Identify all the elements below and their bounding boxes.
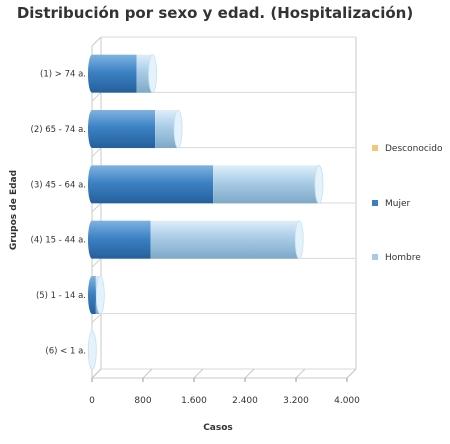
bar-cap-left xyxy=(88,220,96,259)
row-divider xyxy=(91,313,102,324)
x-tick-label: 1.600 xyxy=(181,396,207,406)
bar-segment-mujer xyxy=(92,110,156,148)
x-tick-label: 4.000 xyxy=(334,396,360,406)
bars xyxy=(87,54,324,370)
category-label: (2) 65 - 74 a. xyxy=(31,125,86,135)
legend-label: Mujer xyxy=(385,199,411,209)
bar-cap-right xyxy=(148,54,157,94)
x-tick-label: 3.200 xyxy=(283,396,309,406)
x-gridline xyxy=(91,368,102,379)
category-label: (6) < 1 a. xyxy=(45,346,86,356)
legend-swatch xyxy=(372,200,378,206)
bar-segment-mujer xyxy=(92,165,214,204)
bar-segment-mujer xyxy=(92,220,151,259)
x-tick-label: 800 xyxy=(134,396,151,406)
x-tick-labels: 0 800 1.600 2.400 3.200 4.000 xyxy=(89,396,360,406)
bar-cap-left xyxy=(88,110,96,148)
x-gridline xyxy=(244,368,255,379)
chart-title: Distribución por sexo y edad. (Hospitali… xyxy=(16,4,414,22)
x-gridline xyxy=(295,368,306,379)
bar-segment-hombre xyxy=(155,110,179,148)
category-label: (1) > 74 a. xyxy=(40,70,86,80)
category-label: (5) 1 - 14 a. xyxy=(36,291,86,301)
bar-cap-right xyxy=(173,109,183,149)
row-divider xyxy=(91,257,102,268)
x-tick-label: 2.400 xyxy=(232,396,258,406)
legend-label: Hombre xyxy=(385,253,421,263)
category-label: (4) 15 - 44 a. xyxy=(31,236,86,246)
bar-cap-left xyxy=(88,165,96,204)
x-tick-label: 0 xyxy=(89,396,95,406)
y-axis-title: Grupos de Edad xyxy=(9,170,19,250)
bar-cap-right xyxy=(294,220,304,260)
legend-swatch xyxy=(372,145,378,151)
x-axis-title: Casos xyxy=(203,423,233,433)
x-gridline xyxy=(346,368,357,379)
legend-label: Desconocido xyxy=(385,144,443,154)
y-category-labels: (1) > 74 a. (2) 65 - 74 a. (3) 45 - 64 a. (… xyxy=(31,70,86,357)
bar-cap-right xyxy=(87,330,97,370)
bar-segment-hombre xyxy=(213,165,319,204)
row-divider xyxy=(91,36,102,47)
row-divider xyxy=(91,147,102,158)
bar-cap-right xyxy=(95,275,105,315)
bar-segment-hombre xyxy=(150,220,300,259)
bar-segment-hombre xyxy=(136,54,153,93)
x-gridline xyxy=(193,368,204,379)
bar-segment-mujer xyxy=(92,54,137,93)
bar-cap-left xyxy=(88,276,96,314)
row-divider xyxy=(91,202,102,213)
legend: Desconocido Mujer Hombre xyxy=(372,144,443,263)
bar-cap-left xyxy=(88,54,96,93)
row-divider xyxy=(91,91,102,102)
x-gridline xyxy=(142,368,153,379)
category-label: (3) 45 - 64 a. xyxy=(31,180,86,190)
legend-swatch xyxy=(372,254,378,260)
bar-cap-right xyxy=(314,164,324,204)
